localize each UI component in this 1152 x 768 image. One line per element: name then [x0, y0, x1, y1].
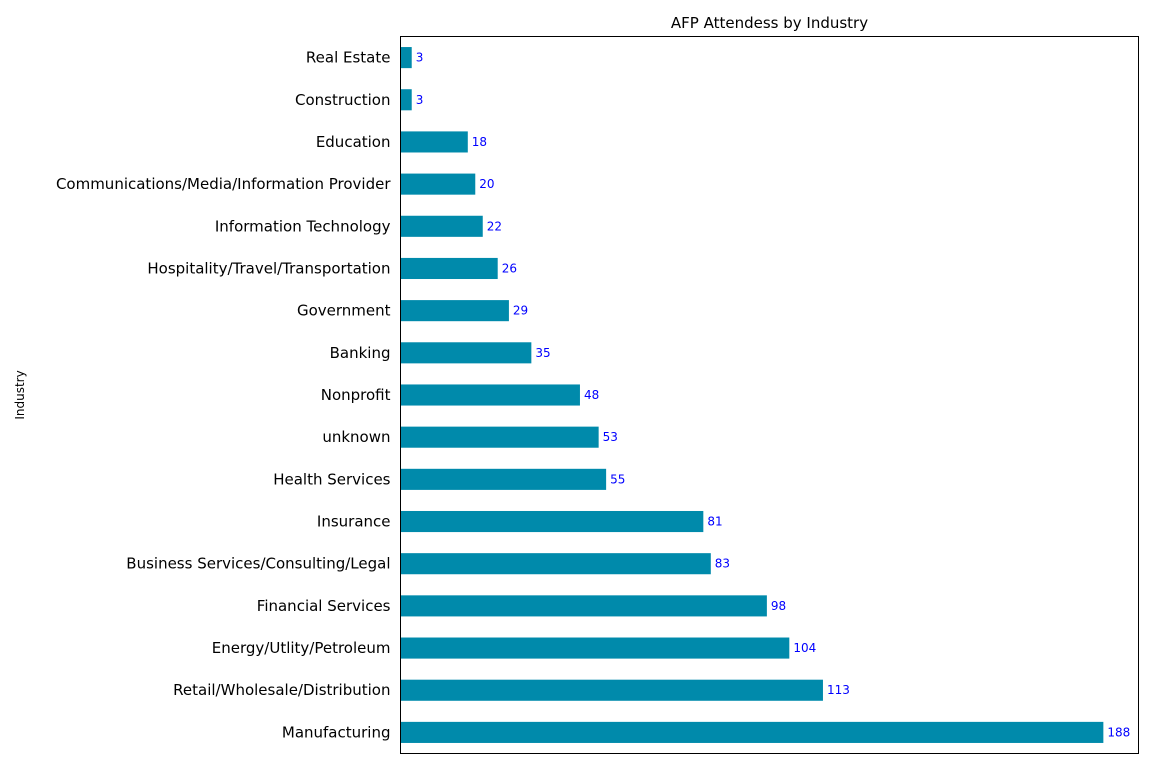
category-label: Manufacturing [282, 723, 391, 741]
bars-group [400, 47, 1104, 743]
bar [400, 47, 412, 69]
value-label: 81 [707, 515, 722, 529]
bar [400, 257, 498, 280]
bar [400, 426, 599, 448]
value-label: 48 [584, 388, 599, 402]
value-label: 26 [502, 261, 517, 275]
category-label: Financial Services [257, 597, 391, 615]
category-label: Construction [295, 91, 391, 109]
category-label: unknown [322, 428, 390, 446]
value-label: 20 [479, 177, 494, 191]
bar [400, 468, 607, 490]
value-label: 98 [771, 599, 786, 613]
bar [400, 679, 823, 701]
value-label: 29 [513, 304, 528, 318]
y-axis-label: Industry [13, 370, 27, 419]
bar [400, 342, 532, 364]
bar [400, 721, 1104, 743]
value-label: 113 [827, 683, 850, 697]
category-label: Communications/Media/Information Provide… [56, 175, 391, 193]
category-label: Retail/Wholesale/Distribution [173, 681, 390, 699]
bar [400, 300, 509, 322]
value-label: 188 [1107, 725, 1130, 739]
chart-title: AFP Attendess by Industry [671, 14, 868, 32]
bar [400, 553, 711, 575]
value-label: 53 [603, 430, 618, 444]
value-label: 22 [487, 219, 502, 233]
value-label: 83 [715, 557, 730, 571]
category-label: Business Services/Consulting/Legal [126, 555, 390, 573]
category-label: Government [297, 302, 391, 320]
bar [400, 595, 767, 617]
category-labels-group: Real Estate Construction Education Communic… [56, 49, 391, 742]
value-label: 35 [535, 346, 550, 360]
bar [400, 637, 790, 659]
category-label: Real Estate [306, 49, 391, 67]
plot-frame [400, 36, 1139, 754]
value-labels-group: 3 3 18 20 22 26 29 35 48 53 55 81 83 98 104 113 188 [416, 51, 1131, 740]
bar [400, 384, 580, 406]
category-label: Energy/Utlity/Petroleum [212, 639, 391, 657]
value-label: 3 [416, 93, 424, 107]
value-label: 3 [416, 51, 424, 65]
bar [400, 131, 468, 153]
bar [400, 215, 483, 237]
category-label: Education [316, 133, 391, 151]
bar [400, 510, 704, 533]
value-label: 18 [472, 135, 487, 149]
category-label: Nonprofit [321, 386, 391, 404]
category-label: Banking [330, 344, 391, 362]
category-label: Health Services [273, 470, 390, 488]
bar [400, 89, 412, 111]
category-label: Hospitality/Travel/Transportation [147, 259, 390, 277]
category-label: Insurance [317, 513, 391, 531]
value-label: 55 [610, 472, 625, 486]
bar [400, 173, 476, 195]
value-label: 104 [793, 641, 816, 655]
category-label: Information Technology [215, 217, 391, 235]
